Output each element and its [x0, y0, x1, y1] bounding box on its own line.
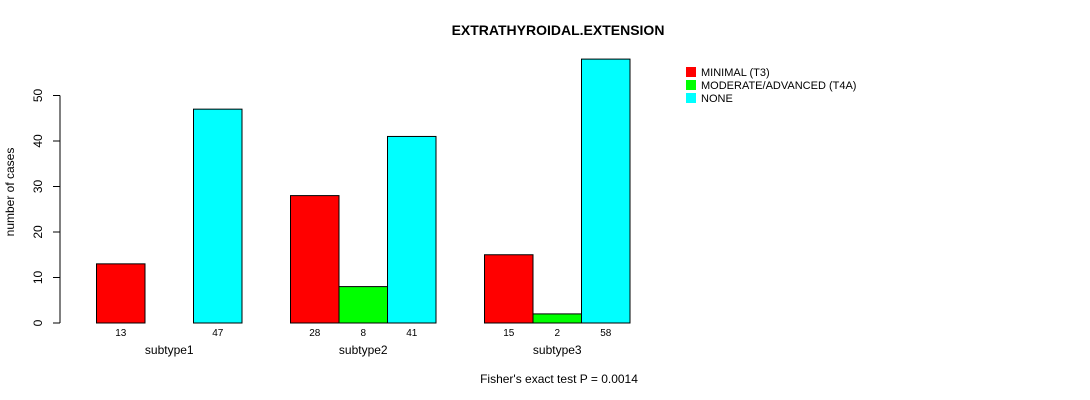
- y-tick-label-40: 40: [31, 134, 45, 148]
- legend-label-none: NONE: [701, 93, 733, 105]
- bar-subtype1-minimal-t3: [96, 263, 146, 324]
- bar-value-subtype1-none: 47: [212, 328, 224, 339]
- legend-swatch-minimal-t3: [686, 67, 696, 77]
- chart-title: EXTRATHYROIDAL.EXTENSION: [452, 22, 665, 38]
- bar-subtype3-moderate-advanced-t4a: [532, 313, 582, 324]
- y-tick-label-30: 30: [31, 180, 45, 194]
- legend-label-minimal-t3: MINIMAL (T3): [701, 67, 770, 79]
- category-label-subtype2: subtype2: [339, 343, 388, 357]
- y-tick-label-0: 0: [31, 319, 45, 326]
- bar-value-subtype3-none: 58: [600, 328, 612, 339]
- y-tick-label-10: 10: [31, 271, 45, 285]
- legend-swatch-moderate-advanced-t4a: [686, 80, 696, 90]
- category-label-subtype1: subtype1: [145, 343, 194, 357]
- bar-subtype2-minimal-t3: [290, 195, 340, 324]
- bar-subtype2-none: [387, 135, 437, 324]
- bar-value-subtype3-minimal-t3: 15: [503, 328, 515, 339]
- bar-value-subtype2-minimal-t3: 28: [309, 328, 321, 339]
- y-axis-label: number of cases: [3, 148, 17, 237]
- bar-subtype1-none: [193, 108, 243, 324]
- bar-value-subtype2-none: 41: [406, 328, 418, 339]
- bars-group: 13 47 subtype1 28 8 41 subtype2 15 2 58 subtype3: [96, 58, 631, 357]
- bar-value-subtype3-moderate-advanced-t4a: 2: [554, 328, 560, 339]
- bar-subtype3-minimal-t3: [484, 254, 534, 324]
- y-axis: 0 10 20 30 40 50: [31, 89, 61, 326]
- bar-value-subtype1-minimal-t3: 13: [115, 328, 127, 339]
- category-label-subtype3: subtype3: [533, 343, 582, 357]
- bar-value-subtype2-moderate-advanced-t4a: 8: [360, 328, 366, 339]
- legend-swatch-none: [686, 93, 696, 103]
- legend-label-moderate-advanced-t4a: MODERATE/ADVANCED (T4A): [701, 80, 856, 92]
- bar-subtype3-none: [581, 58, 631, 324]
- bar-subtype2-moderate-advanced-t4a: [338, 286, 388, 324]
- y-tick-label-50: 50: [31, 89, 45, 103]
- y-tick-label-20: 20: [31, 225, 45, 239]
- legend: MINIMAL (T3)MODERATE/ADVANCED (T4A)NONE: [686, 67, 856, 105]
- fisher-test-caption: Fisher's exact test P = 0.0014: [480, 372, 638, 386]
